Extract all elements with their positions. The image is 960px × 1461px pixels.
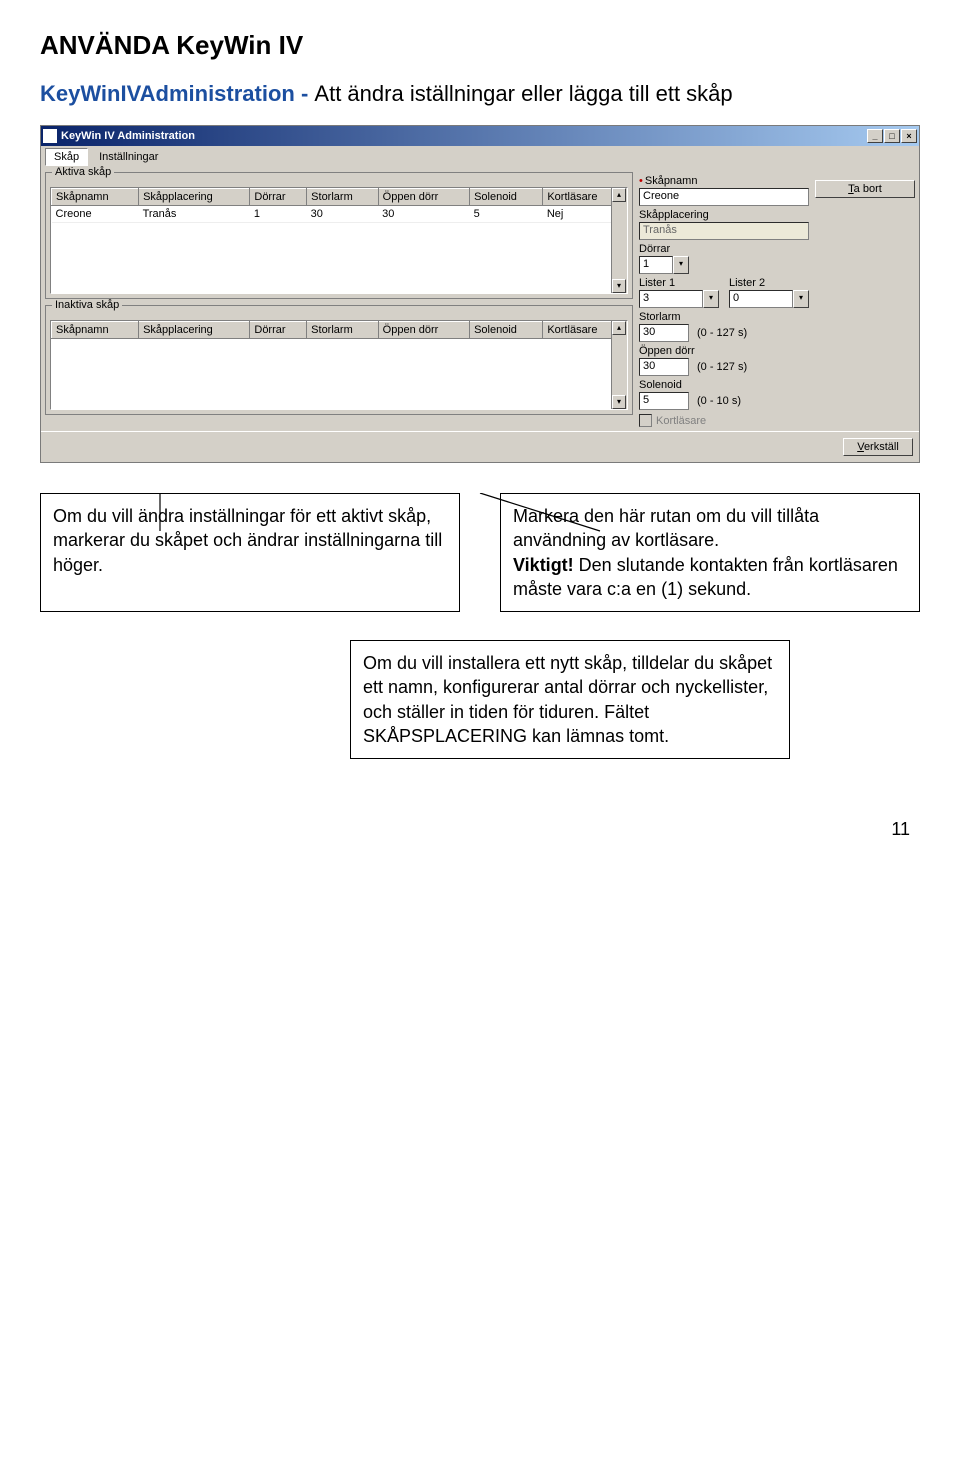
cell-skapplacering: Tranås [139,206,250,223]
cell-dorrar: 1 [250,206,307,223]
label-dorrar: Dörrar [639,243,809,255]
cell-storlarm: 30 [307,206,378,223]
lister2-select[interactable]: 0 [729,290,793,308]
group-inaktiva-legend: Inaktiva skåp [52,299,122,311]
cell-skapnamn: Creone [52,206,139,223]
callout-right-bold: Viktigt! [513,555,574,575]
page-title: ANVÄNDA KeyWin IV [40,30,920,61]
group-aktiva-legend: Aktiva skåp [52,166,114,178]
oppen-dorr-note: (0 - 127 s) [697,361,747,373]
inactive-table[interactable]: Skåpnamn Skåpplacering Dörrar Storlarm Ö… [51,321,627,339]
app-window: KeyWin IV Administration _ □ × Skåp Inst… [40,125,920,463]
solenoid-note: (0 - 10 s) [697,395,741,407]
skapnamn-input[interactable]: Creone [639,188,809,206]
oppen-dorr-input[interactable]: 30 [639,358,689,376]
menu-installningar[interactable]: Inställningar [90,148,167,166]
window-title: KeyWin IV Administration [61,130,867,142]
scroll-up-icon[interactable]: ▴ [612,321,626,335]
label-storlarm: Storlarm [639,311,809,323]
maximize-button[interactable]: □ [884,129,900,143]
table-header-row: Skåpnamn Skåpplacering Dörrar Storlarm Ö… [52,189,627,206]
label-skapplacering: Skåpplacering [639,209,809,221]
verkstall-button[interactable]: Verkställ [843,438,913,456]
kortlasare-label: Kortläsare [656,415,706,427]
label-solenoid: Solenoid [639,379,809,391]
cell-solenoid: 5 [470,206,543,223]
label-skapnamn: Skåpnamn [645,175,698,187]
col-skapplacering[interactable]: Skåpplacering [139,189,250,206]
dorrar-select[interactable]: 1 [639,256,673,274]
page-subtitle: KeyWinIVAdministration - Att ändra istäl… [40,81,920,107]
label-oppen-dorr: Öppen dörr [639,345,809,357]
callouts-region: Om du vill ändra inställningar för ett a… [40,493,920,759]
menubar: Skåp Inställningar [41,146,919,168]
col-dorrar[interactable]: Dörrar [250,322,307,339]
col-storlarm[interactable]: Storlarm [307,189,378,206]
close-button[interactable]: × [901,129,917,143]
col-oppen-dorr[interactable]: Öppen dörr [378,322,469,339]
inactive-scrollbar[interactable]: ▴ ▾ [611,321,627,409]
callout-left: Om du vill ändra inställningar för ett a… [40,493,460,612]
lister1-select[interactable]: 3 [639,290,703,308]
callout-bottom: Om du vill installera ett nytt skåp, til… [350,640,790,759]
col-skapnamn[interactable]: Skåpnamn [52,189,139,206]
active-scrollbar[interactable]: ▴ ▾ [611,188,627,293]
col-storlarm[interactable]: Storlarm [307,322,378,339]
detail-panel: •Skåpnamn Creone Skåpplacering Tranås Dö… [639,172,809,427]
col-dorrar[interactable]: Dörrar [250,189,307,206]
minimize-button[interactable]: _ [867,129,883,143]
kortlasare-checkbox[interactable] [639,414,652,427]
cell-oppen-dorr: 30 [378,206,469,223]
group-inaktiva-skap: Inaktiva skåp Skåpnamn Skåpplacering Dör… [45,305,633,415]
scroll-down-icon[interactable]: ▾ [612,395,626,409]
col-skapnamn[interactable]: Skåpnamn [52,322,139,339]
col-solenoid[interactable]: Solenoid [470,322,543,339]
callout-right-line1: Markera den här rutan om du vill tillåta… [513,506,819,550]
active-table[interactable]: Skåpnamn Skåpplacering Dörrar Storlarm Ö… [51,188,627,223]
subtitle-blue: KeyWinIVAdministration - [40,81,314,106]
callout-right: Markera den här rutan om du vill tillåta… [500,493,920,612]
menu-skap[interactable]: Skåp [45,148,88,166]
group-aktiva-skap: Aktiva skåp Skåpnamn Skåpplacering Dörra… [45,172,633,299]
table-header-row: Skåpnamn Skåpplacering Dörrar Storlarm Ö… [52,322,627,339]
titlebar: KeyWin IV Administration _ □ × [41,126,919,146]
chevron-down-icon[interactable]: ▾ [793,290,809,308]
col-oppen-dorr[interactable]: Öppen dörr [378,189,469,206]
col-solenoid[interactable]: Solenoid [470,189,543,206]
app-icon [43,129,57,143]
storlarm-input[interactable]: 30 [639,324,689,342]
scroll-down-icon[interactable]: ▾ [612,279,626,293]
skapplacering-input[interactable]: Tranås [639,222,809,240]
page-number: 11 [40,819,920,840]
scroll-up-icon[interactable]: ▴ [612,188,626,202]
chevron-down-icon[interactable]: ▾ [703,290,719,308]
chevron-down-icon[interactable]: ▾ [673,256,689,274]
label-lister2: Lister 2 [729,277,809,289]
ta-bort-button[interactable]: Ta bort [815,180,915,198]
subtitle-black: Att ändra iställningar eller lägga till … [314,81,732,106]
table-row[interactable]: Creone Tranås 1 30 30 5 Nej [52,206,627,223]
storlarm-note: (0 - 127 s) [697,327,747,339]
solenoid-input[interactable]: 5 [639,392,689,410]
col-skapplacering[interactable]: Skåpplacering [139,322,250,339]
label-lister1: Lister 1 [639,277,719,289]
